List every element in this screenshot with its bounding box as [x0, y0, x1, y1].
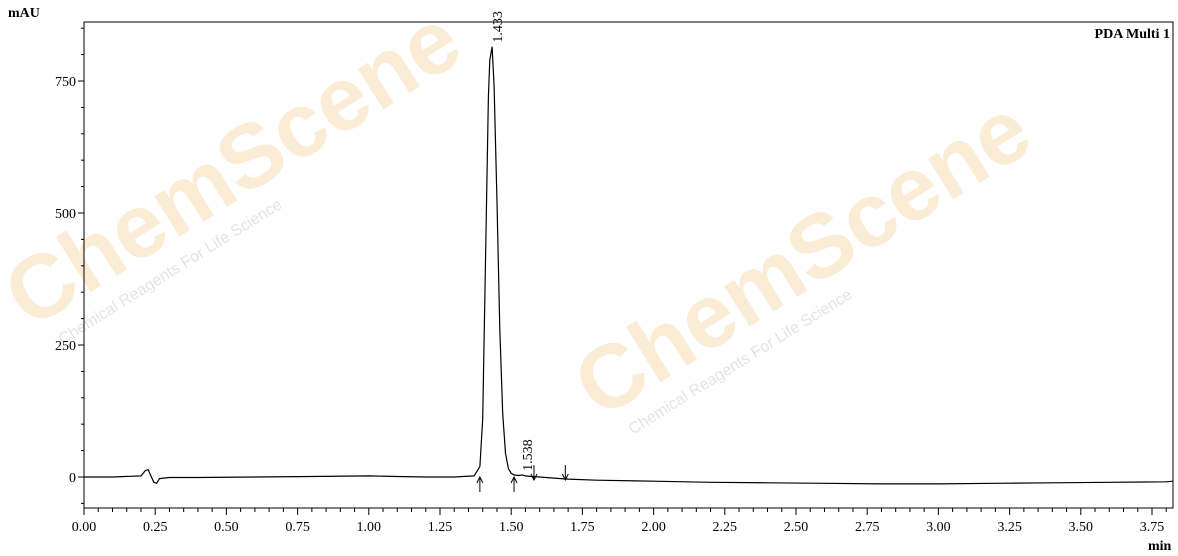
integration-mark-down	[561, 465, 569, 482]
x-tick-label: 2.25	[713, 520, 738, 535]
peak-label: 1.538	[521, 439, 536, 471]
x-tick-label: 3.50	[1069, 520, 1094, 535]
x-tick-label: 2.75	[855, 520, 880, 535]
x-tick-label: 2.50	[784, 520, 809, 535]
x-tick-label: 1.25	[428, 520, 453, 535]
x-tick-label: 3.75	[1140, 520, 1165, 535]
watermark-text-1: ChemScene	[0, 0, 478, 347]
x-tick-label: 0.25	[143, 520, 168, 535]
y-tick-label: 0	[69, 471, 76, 486]
x-tick-label: 3.00	[926, 520, 951, 535]
integration-marks	[476, 465, 569, 492]
integration-mark-down	[530, 465, 538, 482]
y-tick-label: 500	[55, 207, 76, 222]
watermark: ChemScene Chemical Reagents For Life Sci…	[0, 0, 1048, 438]
x-tick-label: 3.25	[997, 520, 1022, 535]
x-tick-label: 0.75	[285, 520, 310, 535]
x-tick-label: 0.00	[72, 520, 97, 535]
integration-mark-up	[510, 475, 518, 492]
y-tick-label: 750	[55, 75, 76, 90]
peak-label: 1.433	[491, 11, 506, 43]
peak-labels: 1.433 1.538	[491, 11, 536, 471]
series-layer	[84, 46, 1174, 485]
integration-mark-up	[476, 475, 484, 492]
x-tick-label: 1.75	[570, 520, 595, 535]
watermark-text-2: ChemScene	[558, 79, 1048, 437]
x-axis: 0.00 0.25 0.50 0.75 1.00 1.25 1.50 1.75 2.00 2.25…	[72, 508, 1167, 535]
x-tick-label: 0.50	[214, 520, 239, 535]
x-tick-label: 2.00	[641, 520, 666, 535]
chromatogram-trace	[84, 46, 1174, 485]
y-axis: 0 250 500 750	[55, 27, 84, 504]
x-axis-label: min	[1148, 539, 1172, 554]
y-tick-label: 250	[55, 339, 76, 354]
x-tick-label: 1.50	[499, 520, 524, 535]
x-tick-label: 1.00	[357, 520, 382, 535]
channel-label: PDA Multi 1	[1095, 27, 1170, 42]
plot-frame	[83, 21, 1174, 509]
y-axis-label: mAU	[8, 6, 40, 21]
